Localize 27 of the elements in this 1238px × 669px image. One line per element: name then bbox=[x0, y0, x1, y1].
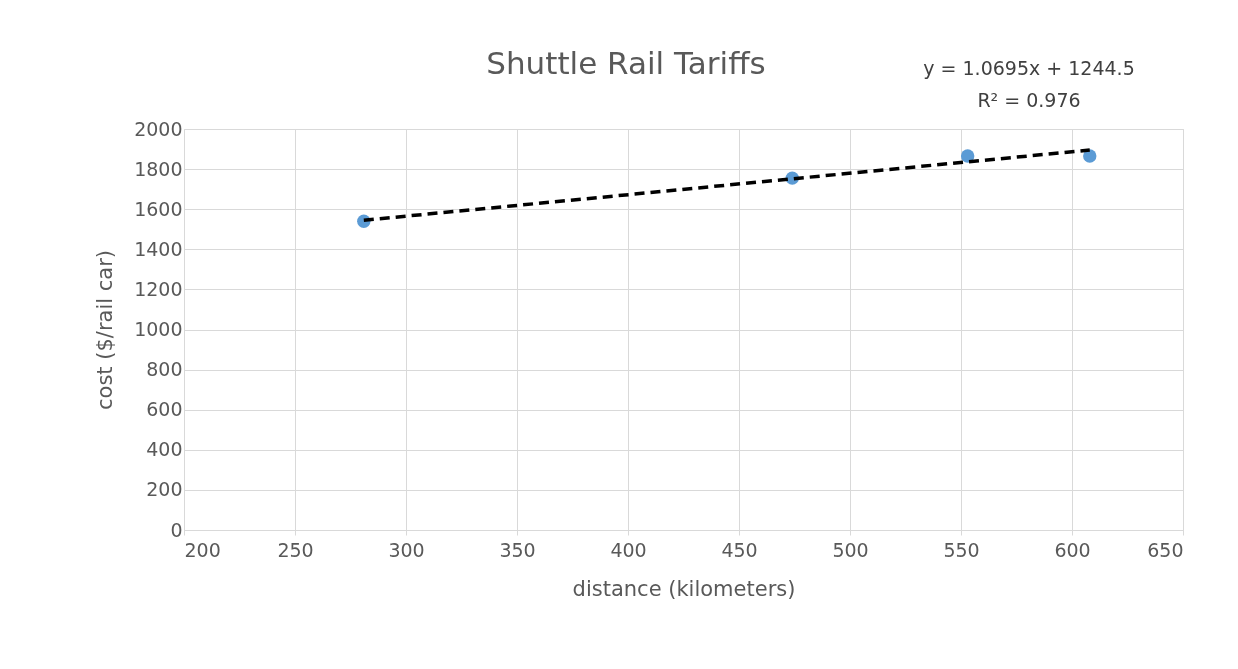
y-tick-label: 1000 bbox=[134, 318, 183, 340]
x-tick-label: 300 bbox=[388, 538, 425, 561]
x-tick-label: 250 bbox=[277, 538, 314, 561]
x-tick-label: 400 bbox=[610, 538, 647, 561]
y-tick-label: 1800 bbox=[134, 157, 183, 180]
x-tick-label: 550 bbox=[943, 538, 980, 561]
chart-title: Shuttle Rail Tariffs bbox=[486, 45, 766, 81]
y-tick-label: 0 bbox=[170, 518, 183, 541]
y-tick-label: 1200 bbox=[134, 277, 183, 300]
x-tick-label: 450 bbox=[721, 538, 758, 561]
y-tick-label: 800 bbox=[146, 358, 183, 381]
text: R² = 0.976 bbox=[977, 89, 1081, 111]
y-tick-label: 2000 bbox=[134, 117, 183, 140]
x-tick-label: 650 bbox=[1147, 538, 1184, 561]
x-tick-label: 600 bbox=[1054, 538, 1091, 561]
x-tick-label: 200 bbox=[184, 538, 221, 561]
x-tick-label: 350 bbox=[499, 538, 536, 561]
y-tick-label: 600 bbox=[146, 398, 183, 421]
text: y = 1.0695x + 1244.5 bbox=[923, 57, 1135, 79]
y-axis-title: cost ($/rail car) bbox=[93, 250, 118, 410]
x-tick-label: 500 bbox=[832, 538, 869, 561]
y-tick-label: 400 bbox=[146, 438, 183, 461]
point bbox=[960, 149, 975, 163]
y-tick-label: 1400 bbox=[134, 237, 183, 260]
y-tick-label: 1600 bbox=[134, 197, 183, 220]
y-tick-label: 200 bbox=[146, 478, 183, 501]
x-axis-title: distance (kilometers) bbox=[572, 576, 796, 601]
